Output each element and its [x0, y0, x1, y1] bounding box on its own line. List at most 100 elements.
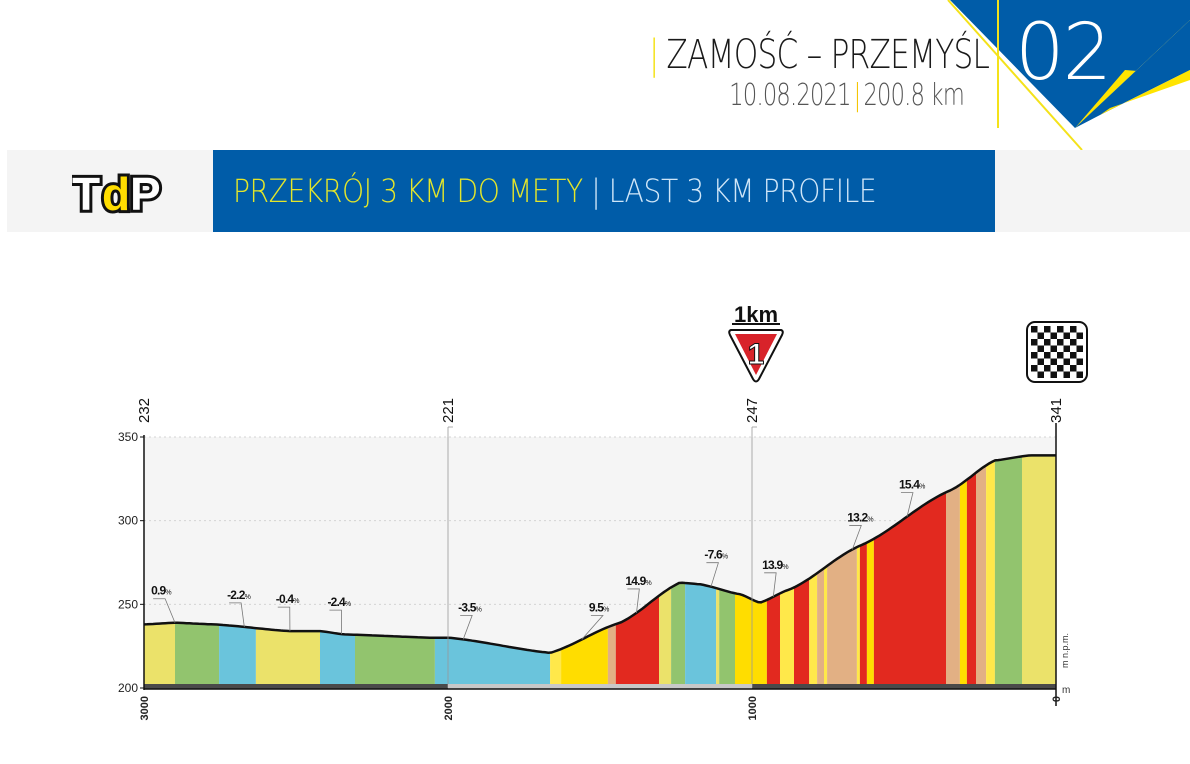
- gradient-segment: [976, 465, 987, 684]
- stage-date: 10.08.2021: [729, 78, 851, 113]
- gradient-segment: [716, 588, 720, 684]
- gradient-label-leader: [581, 615, 604, 640]
- x-tick-label: 1000: [747, 696, 759, 720]
- top-elevation-label: 232: [136, 398, 153, 423]
- top-elevation-label: 247: [744, 398, 761, 423]
- one-km-label: 1km: [734, 302, 778, 327]
- gradient-segment: [1022, 455, 1056, 684]
- x-tick-label: 2000: [443, 696, 455, 720]
- x-tick-label: 3000: [139, 696, 151, 720]
- flag-square: [1063, 358, 1070, 365]
- top-elevation-label: 341: [1048, 398, 1065, 423]
- axes: 200 250 300 350 3000 2000 1000 0 m n.p.m. m: [118, 423, 1070, 720]
- gradient-segment: [766, 593, 780, 684]
- stage-distance: 200.8 km: [863, 78, 964, 113]
- blue-triangle: [950, 0, 1190, 128]
- flag-square: [1031, 339, 1038, 346]
- gradient-segment: [817, 568, 824, 684]
- flag-square: [1070, 339, 1077, 346]
- profile-line: [143, 454, 1056, 654]
- banner-title-en: LAST 3 KM PROFILE: [608, 172, 877, 210]
- flag-square: [1050, 371, 1057, 378]
- flag-square: [1076, 358, 1083, 365]
- gradient-segment: [994, 456, 1022, 684]
- gradient-segment: [219, 624, 256, 684]
- y-tick-label: 350: [118, 430, 138, 444]
- gradient-segment: [685, 583, 717, 684]
- gradient-segment: [866, 538, 874, 684]
- flag-square: [1057, 352, 1064, 359]
- gradient-segment: [735, 593, 752, 684]
- flag-square: [1070, 365, 1077, 372]
- gradient-segment: [561, 627, 608, 684]
- gradient-segment: [671, 582, 686, 684]
- gradient-segments: [144, 455, 1056, 684]
- flag-square: [1057, 365, 1064, 372]
- gradient-segment: [824, 566, 828, 684]
- stage-route: ZAMOŚĆ – PRZEMYŚL: [666, 32, 990, 78]
- gradient-segment: [255, 628, 320, 684]
- title-accent-bar: |: [648, 32, 660, 78]
- banner-title-text: PRZEKRÓJ 3 KM DO METY | LAST 3 KM PROFIL…: [233, 172, 877, 210]
- gradient-label-leader: [900, 492, 914, 517]
- checkered-flag-icon: [1026, 321, 1088, 383]
- flag-square: [1037, 332, 1044, 339]
- red-triangle-fill: [735, 334, 777, 375]
- flag-square: [1063, 345, 1070, 352]
- gradient-segment: [986, 460, 995, 684]
- gradient-label-leader: [849, 525, 862, 550]
- banner-separator: |: [591, 172, 601, 210]
- logo-letter-p: P: [130, 168, 161, 218]
- one-km-marker: 1km 1: [728, 302, 784, 383]
- gradient-segment: [794, 578, 810, 684]
- gradient-label-leader: [627, 588, 640, 613]
- y-unit-label: m n.p.m.: [1060, 633, 1070, 668]
- gradient-segment: [659, 587, 672, 684]
- profile-banner: PRZEKRÓJ 3 KM DO METY | LAST 3 KM PROFIL…: [213, 150, 995, 232]
- flag-square: [1037, 345, 1044, 352]
- gradient-label-leader: [277, 606, 291, 632]
- tdp-logo: T d P: [72, 168, 164, 218]
- flag-square: [1044, 326, 1051, 333]
- banner-title-pl: PRZEKRÓJ 3 KM DO METY: [233, 172, 583, 210]
- flag-square: [1037, 371, 1044, 378]
- top-elevation-label: 221: [440, 398, 457, 423]
- gradient-segment: [859, 542, 867, 684]
- gradient-label-leader: [329, 609, 342, 635]
- flag-square: [1050, 358, 1057, 365]
- gradient-segment: [615, 595, 659, 684]
- gradient-segment: [946, 484, 960, 684]
- gradient-segment: [320, 631, 355, 684]
- x-unit-label: m: [1062, 685, 1070, 696]
- y-tick-label: 300: [118, 514, 138, 528]
- y-tick-label: 200: [118, 681, 138, 695]
- marker-lines: 232 221 247 341: [136, 398, 1065, 688]
- gradient-segment: [175, 622, 220, 684]
- flag-square: [1063, 371, 1070, 378]
- gradient-segment: [752, 599, 767, 684]
- blue-triangle-lower: [1075, 20, 1190, 128]
- yellow-diagonal-line: [947, 0, 1083, 151]
- flag-square: [1050, 345, 1057, 352]
- gradient-label-leader: [229, 602, 245, 627]
- gradient-segment: [550, 649, 562, 684]
- stage-number: 02: [1015, 8, 1112, 98]
- gradient-segment: [809, 573, 818, 684]
- flag-square: [1031, 326, 1038, 333]
- gradient-label-leader: [706, 562, 719, 587]
- logo-letter-t: T: [72, 168, 100, 218]
- yellow-wedge-tip: [1100, 70, 1190, 115]
- gradient-segment: [827, 547, 857, 684]
- gradient-segment: [856, 545, 860, 684]
- gradient-segment: [607, 624, 616, 684]
- flag-square: [1037, 358, 1044, 365]
- x-tick-label: 0: [1051, 696, 1063, 702]
- gradient-segment: [355, 634, 435, 684]
- flag-square: [1044, 339, 1051, 346]
- flag-square: [1063, 332, 1070, 339]
- stage-number-decoration: [947, 0, 1190, 151]
- flag-square: [1057, 326, 1064, 333]
- flag-square: [1057, 339, 1064, 346]
- flag-square: [1044, 352, 1051, 359]
